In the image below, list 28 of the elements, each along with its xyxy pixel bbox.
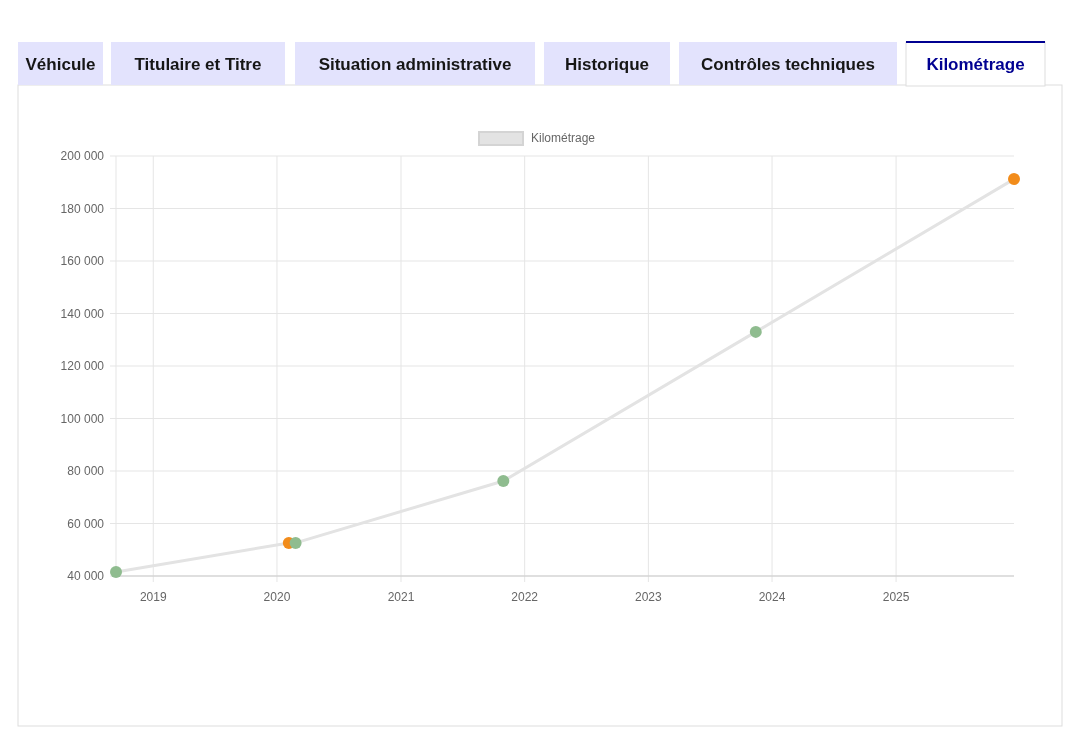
y-tick-label: 120 000 — [60, 359, 105, 373]
point — [497, 474, 510, 487]
x-tick-label: 2023 — [635, 590, 663, 604]
y-tick-label: 160 000 — [60, 254, 105, 268]
x-tick-label: 2021 — [387, 590, 415, 604]
point — [110, 566, 122, 579]
text: Historique — [564, 55, 650, 74]
x-tick-label: 2022 — [511, 590, 539, 604]
y-tick-label: 40 000 — [67, 569, 105, 583]
x-tick-label: 2025 — [882, 590, 910, 604]
point — [1008, 173, 1020, 186]
y-tick-label: 140 000 — [60, 306, 105, 321]
x-tick-label: 2020 — [263, 590, 291, 604]
y-tick-label: 180 000 — [60, 201, 105, 216]
y-tick-label: 60 000 — [67, 516, 105, 531]
y-tick-label: 200 000 — [60, 149, 105, 163]
point — [289, 536, 302, 549]
text: Contrôles techniques — [701, 55, 875, 74]
text: Situation administrative — [318, 55, 512, 74]
point — [749, 325, 762, 338]
x-tick-label: 2024 — [758, 590, 786, 604]
legend-label: Kilométrage — [531, 131, 596, 145]
x-tick-label: 2019 — [139, 590, 167, 604]
text: Véhicule — [25, 55, 96, 74]
y-tick-label: 80 000 — [67, 464, 105, 478]
text: Titulaire et Titre — [134, 55, 262, 74]
text: Kilométrage — [926, 55, 1025, 74]
y-tick-label: 100 000 — [60, 411, 105, 426]
